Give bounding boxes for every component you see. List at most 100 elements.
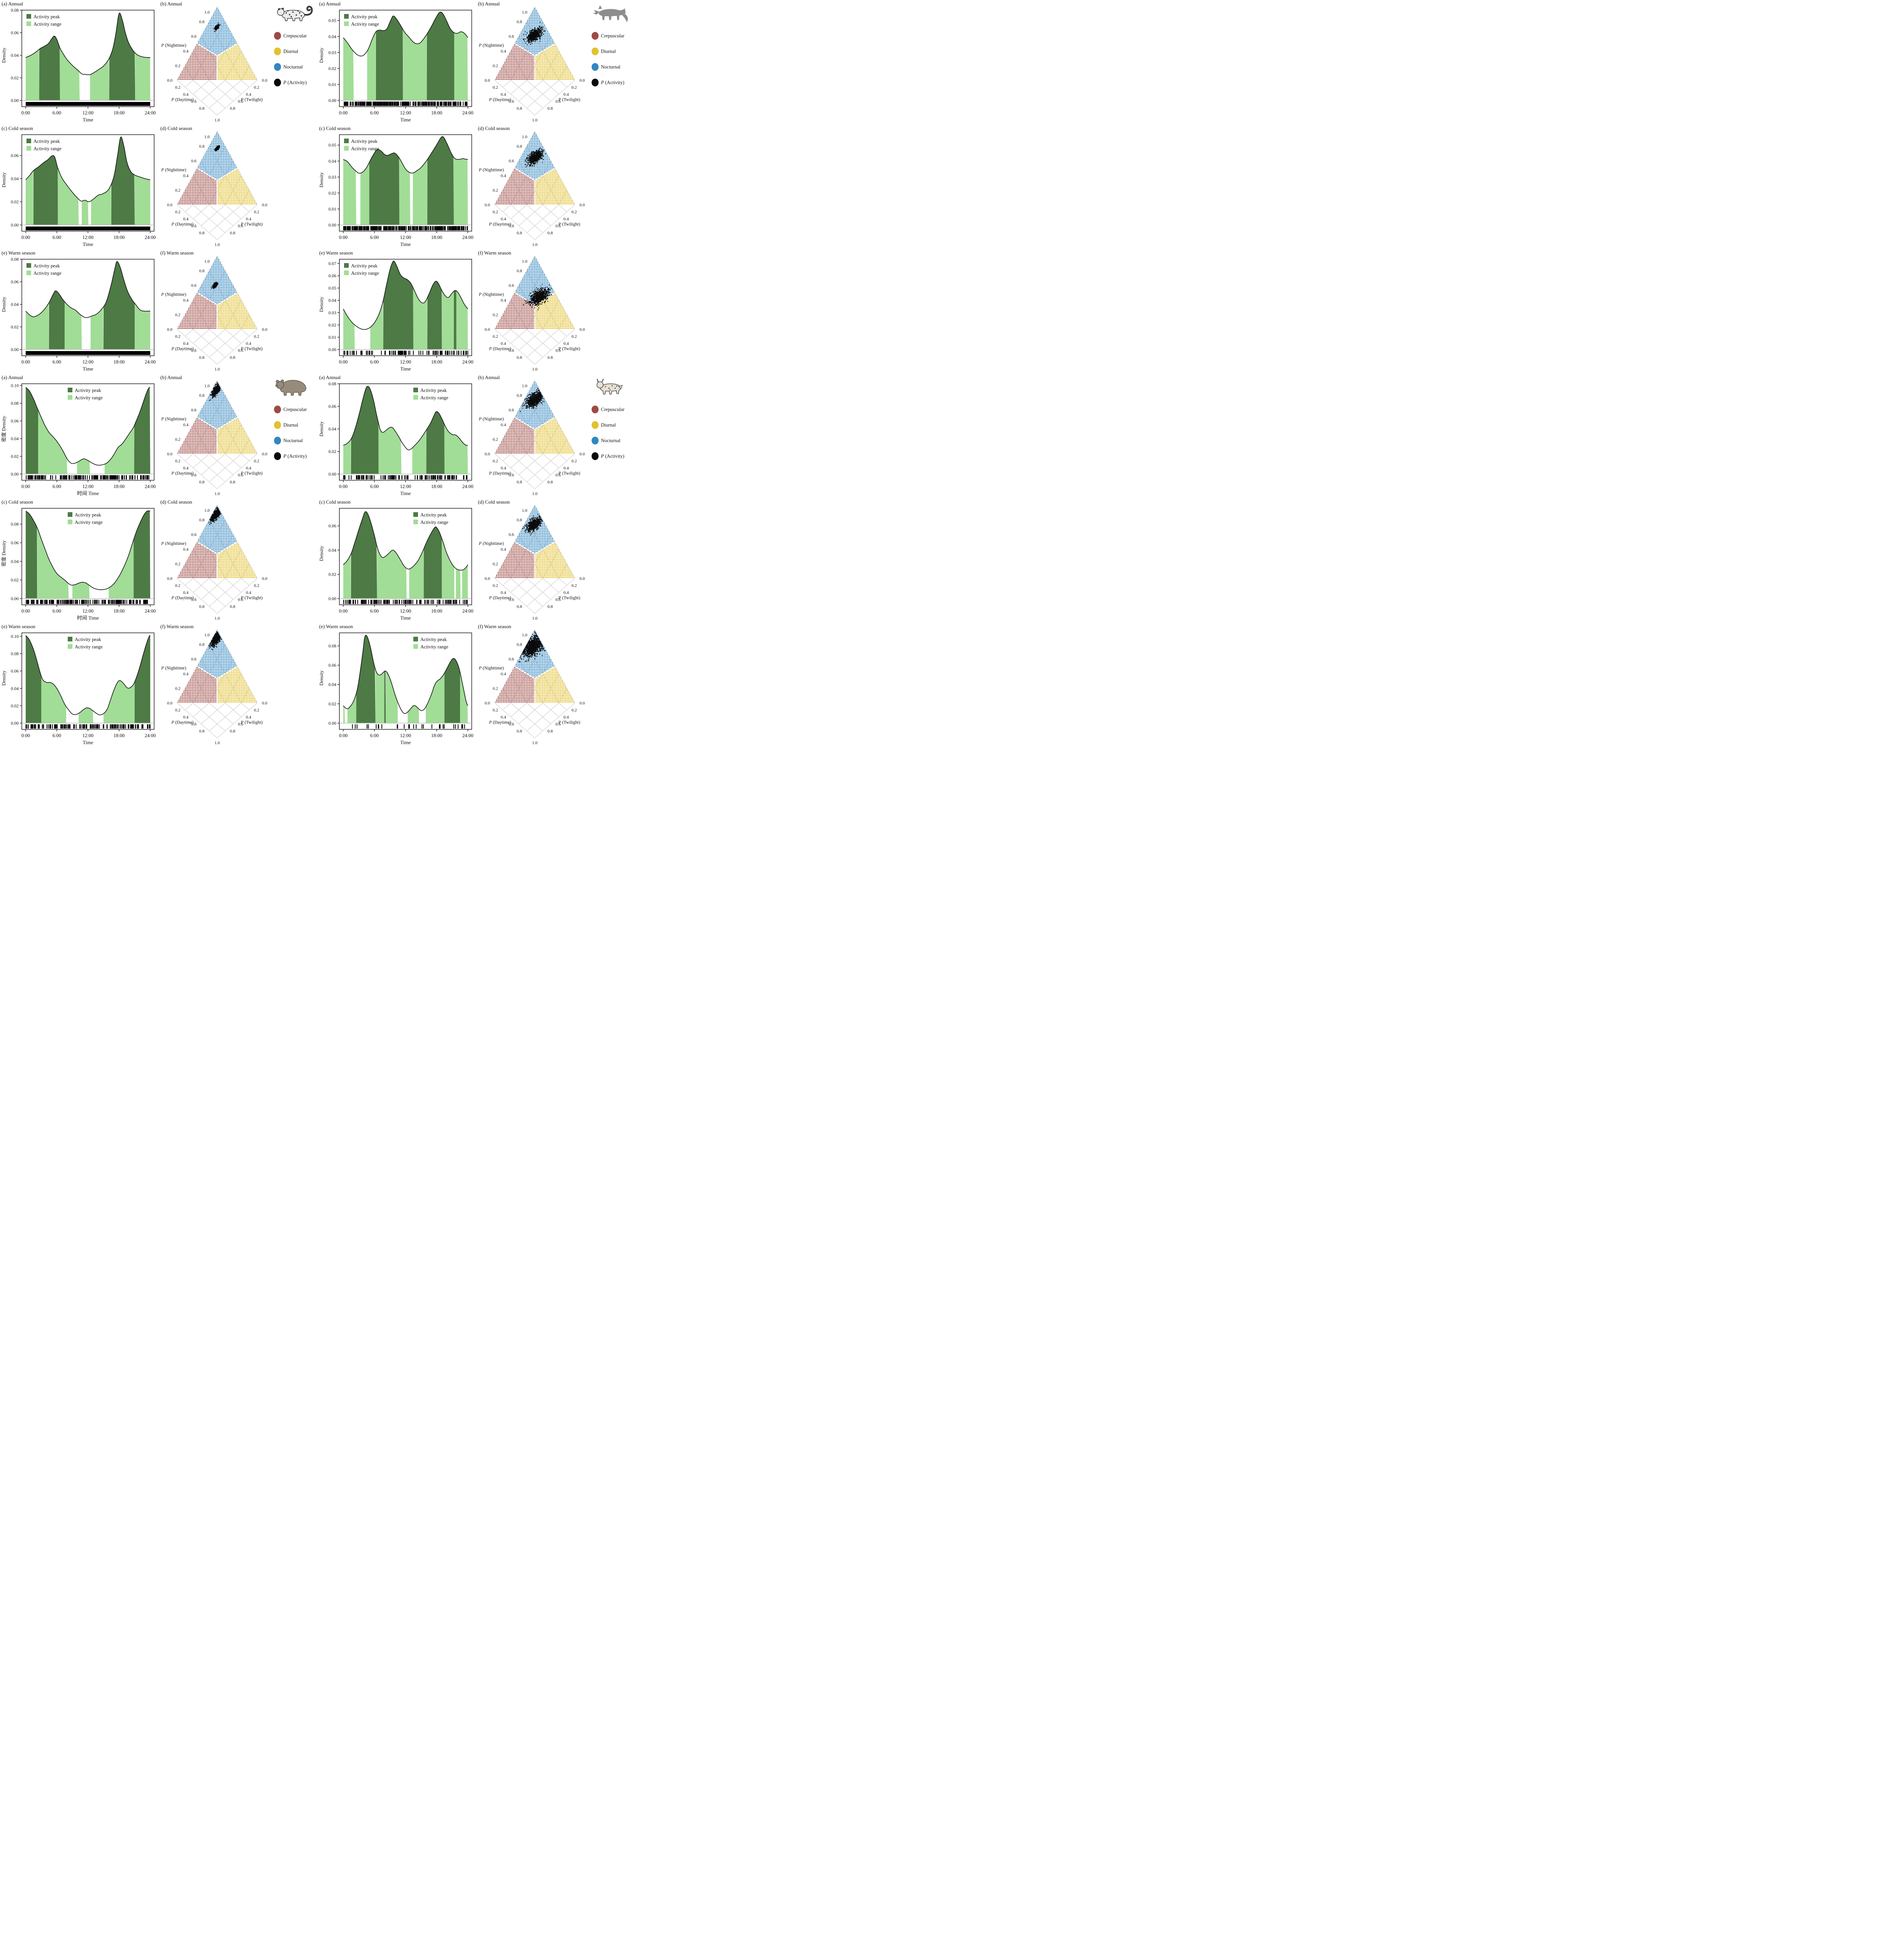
day-tick-label: 0.2: [175, 708, 181, 713]
night-tick-label: 1.0: [204, 508, 210, 513]
activity-range-band: [104, 427, 134, 474]
p-symbol: P: [171, 347, 174, 351]
activity-range-band: [60, 48, 80, 100]
legend-label-crepuscular: Crepuscular: [601, 33, 625, 39]
y-axis-label: Density: [319, 297, 324, 312]
y-tick-label: 0.00: [328, 348, 336, 352]
day-tick-label: 0.6: [509, 348, 514, 353]
density-curve: [343, 260, 468, 330]
twilight-tick-label: 0.4: [564, 92, 569, 97]
legend-label-nocturnal: Nocturnal: [601, 438, 621, 443]
p-symbol: P: [161, 292, 164, 297]
panel-title: (d) Cold season: [160, 499, 192, 505]
y-tick-label: 0.02: [11, 200, 19, 205]
day-tick-label: 0.8: [199, 355, 205, 360]
night-tick-label: 0.2: [175, 188, 181, 193]
x-axis: 0:00 6:00 12:00 18:00 24:00: [339, 480, 473, 489]
twilight-axis-title-text: (Twilight): [243, 222, 263, 227]
x-axis: 0:00 6:00 12:00 18:00 24:00: [21, 107, 156, 116]
y-tick-label: 0.08: [328, 644, 336, 648]
legend-label-range: Activity range: [420, 520, 448, 525]
twilight-tick-label: 0.6: [555, 722, 561, 727]
detection-rug: [26, 102, 150, 106]
twilight-tick-label: 0.2: [571, 708, 577, 713]
y-tick-label: 0.04: [328, 299, 336, 303]
night-tick-label: 1.0: [522, 384, 527, 388]
y-tick-label: 0.03: [328, 311, 336, 315]
twilight-tick-label: 0.2: [254, 334, 259, 339]
legend-dot-crepuscular: [592, 406, 599, 413]
y-tick-label: 0.06: [11, 669, 19, 674]
p-symbol: P: [283, 453, 286, 459]
activity-bands: [343, 635, 468, 723]
diurnal-region: [217, 44, 257, 80]
bottom-tick-label: 1.0: [214, 242, 220, 247]
x-axis-label: Time: [400, 739, 411, 745]
night-tick-label: 0.6: [191, 657, 197, 662]
x-tick-label: 24:00: [145, 235, 156, 240]
night-axis-title: P (Nighttime): [478, 168, 504, 172]
detection-rug: [352, 724, 465, 729]
activity-range-band: [82, 200, 89, 225]
activity-peak-band: [104, 261, 135, 350]
activity-range-band: [343, 37, 354, 100]
legend-dot-crepuscular: [274, 32, 281, 40]
activity-posterior-cluster: [517, 631, 546, 662]
twilight-zero-label: 0.0: [262, 203, 267, 207]
panel-title: (b) Annual: [478, 374, 500, 380]
legend-swatch-peak: [344, 139, 349, 143]
density-plot-lynx: 0.00 0.02 0.04 0.06 0:00 6:00 12:00 18:00 24:00 D…: [319, 499, 473, 621]
y-tick-label: 0.02: [328, 702, 336, 706]
twilight-tick-label: 0.4: [246, 217, 251, 221]
night-axis-title-text: (Nighttime): [481, 292, 504, 297]
x-tick-label: 18:00: [114, 608, 125, 614]
x-axis: 0:00 6:00 12:00 18:00 24:00: [21, 356, 156, 365]
legend-label-range: Activity range: [351, 146, 379, 151]
night-tick-label: 0.8: [517, 518, 522, 523]
bottom-tick-label: 1.0: [214, 492, 220, 496]
p-symbol: P: [478, 541, 481, 546]
p-symbol: P: [240, 471, 243, 476]
night-tick-label: 0.4: [501, 672, 506, 676]
x-tick-label: 0:00: [21, 359, 30, 365]
day-tick-label: 0.4: [501, 715, 506, 720]
twilight-tick-label: 0.4: [246, 92, 251, 97]
activity-range-band: [370, 302, 383, 350]
legend-swatch-peak: [26, 263, 31, 268]
twilight-axis-title: P (Twilight): [240, 98, 263, 102]
night-tick-label: 0.2: [175, 63, 181, 68]
activity-posterior-cluster: [211, 281, 219, 290]
day-tick-label: 0.4: [183, 341, 188, 346]
p-symbol: P: [558, 596, 561, 601]
legend-label-peak: Activity peak: [351, 263, 378, 269]
p-symbol: P: [161, 43, 164, 48]
x-tick-label: 0:00: [21, 235, 30, 240]
y-axis: 0.00 0.01 0.02 0.03 0.04 0.05: [328, 143, 339, 228]
activity-peak-band: [383, 261, 413, 350]
bottom-tick-label: 1.0: [532, 616, 537, 621]
region-boundaries: [197, 417, 238, 454]
ternary-plot-wolf: 1.00.80.60.40.20.00.20.40.60.81.00.00.20…: [478, 1, 628, 123]
night-axis-title-text: (Nighttime): [164, 43, 186, 48]
twilight-tick-label: 0.2: [254, 583, 259, 588]
activity-peak-band: [454, 290, 457, 350]
night-axis-title-text: (Nighttime): [481, 666, 504, 671]
activity-range-band: [343, 159, 357, 225]
p-symbol: P: [478, 168, 481, 172]
day-axis-title: P (Daytime): [488, 720, 511, 725]
y-axis: 0.00 0.01 0.02 0.03 0.04 0.05 0.06 0.07: [328, 262, 339, 352]
y-axis-label: Density: [319, 172, 324, 188]
day-tick-label: 0.2: [493, 708, 498, 713]
y-axis: 0.00 0.02 0.04 0.06 0.08: [11, 257, 22, 352]
panel-title: (f) Warm season: [160, 250, 194, 256]
y-tick-label: 0.04: [328, 159, 336, 164]
twilight-axis-title: P (Twilight): [558, 222, 580, 227]
night-tick-label: 1.0: [204, 384, 210, 388]
y-tick-label: 0.03: [328, 175, 336, 180]
night-tick-label: 0.2: [493, 562, 498, 566]
crepuscular-region: [495, 168, 535, 205]
activity-range-band: [412, 430, 427, 474]
legend-swatch-range: [413, 520, 418, 524]
